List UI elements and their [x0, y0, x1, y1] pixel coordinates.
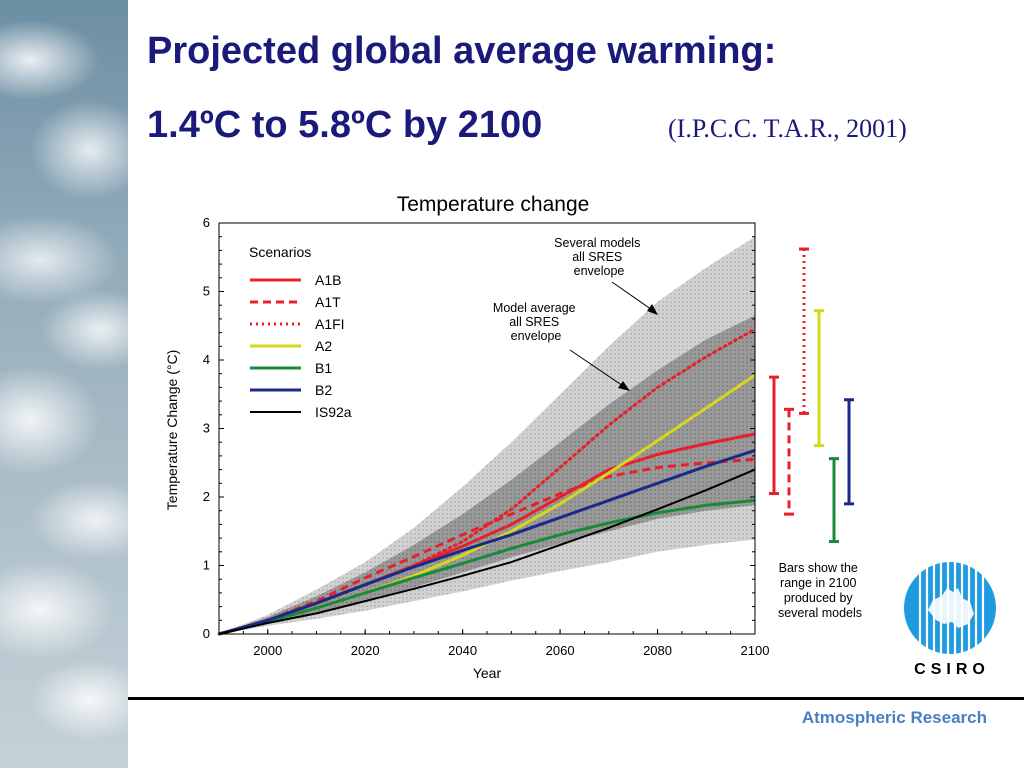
y-tick-label: 2 — [203, 489, 210, 504]
annotation-several-models: Several models all SRES envelope — [554, 236, 644, 278]
x-tick-label: 2060 — [546, 643, 575, 658]
y-tick-label: 3 — [203, 421, 210, 436]
x-tick-label: 2080 — [643, 643, 672, 658]
series-line-is92a — [218, 468, 756, 635]
annotation-arrowhead-inner — [618, 381, 630, 391]
csiro-logo-icon — [904, 562, 996, 654]
footer-text: Atmospheric Research — [801, 708, 987, 727]
y-tick-label: 4 — [203, 352, 210, 367]
legend-label-b2: B2 — [315, 382, 332, 398]
annotation-arrowhead-outer — [647, 304, 658, 315]
legend-label-a2: A2 — [315, 338, 332, 354]
temperature-change-chart: Temperature change 2000 2020 2040 2060 2080 2… — [164, 193, 862, 681]
y-tick-label: 5 — [203, 284, 210, 299]
x-axis-label: Year — [473, 665, 502, 681]
envelope-all-sres — [219, 236, 755, 634]
x-tick-label: 2100 — [741, 643, 770, 658]
series-line-b1 — [218, 498, 756, 636]
slide-title-line1: Projected global average warming: — [147, 30, 777, 72]
series-line-a1fi — [217, 327, 757, 636]
annotation-arrow-outer — [611, 281, 656, 313]
logo-text: CSIRO — [914, 661, 990, 678]
cloud-sky-background — [0, 0, 128, 768]
y-tick-label: 1 — [203, 558, 210, 573]
y-tick-label: 6 — [203, 215, 210, 230]
citation: (I.P.C.C. T.A.R., 2001) — [668, 114, 907, 143]
legend-label-is92a: IS92a — [315, 404, 352, 420]
annotation-model-average: Model average all SRES envelope — [493, 301, 579, 343]
y-axis-label: Temperature Change (°C) — [164, 350, 180, 510]
annotation-bars-note: Bars show the range in 2100 produced by … — [778, 561, 862, 620]
chart-title: Temperature change — [397, 193, 590, 216]
x-tick-label: 2020 — [351, 643, 380, 658]
legend-label-b1: B1 — [315, 360, 332, 376]
footer-rule — [128, 697, 1024, 700]
x-tick-label: 2040 — [448, 643, 477, 658]
series-line-b2 — [218, 448, 756, 636]
legend-title: Scenarios — [249, 244, 311, 260]
legend-label-a1fi: A1FI — [315, 316, 345, 332]
x-tick-label: 2000 — [253, 643, 282, 658]
annotation-arrow-inner — [569, 349, 627, 389]
legend-label-a1b: A1B — [315, 272, 341, 288]
y-tick-label: 0 — [203, 626, 210, 641]
slide-title-line2: 1.4ºC to 5.8ºC by 2100 — [147, 104, 543, 146]
envelope-model-average — [219, 315, 755, 634]
legend-label-a1t: A1T — [315, 294, 341, 310]
